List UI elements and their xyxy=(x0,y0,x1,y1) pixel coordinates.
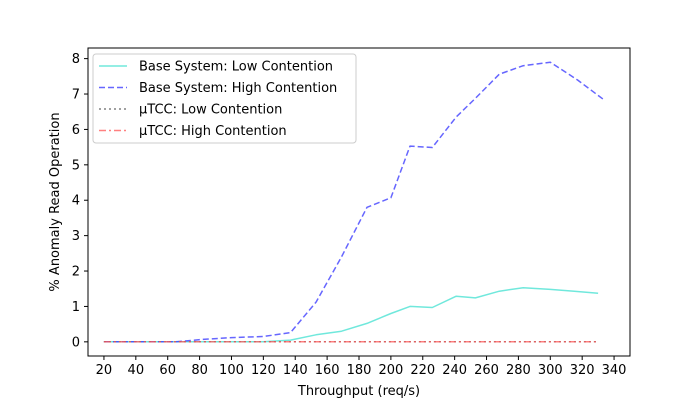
x-tick-label: 40 xyxy=(128,363,145,378)
legend-label-2: Base System: High Contention xyxy=(139,81,337,96)
legend-label-4: µTCC: High Contention xyxy=(139,124,287,139)
legend: Base System: Low Contention Base System: … xyxy=(92,53,357,144)
y-tick-label: 8 xyxy=(72,52,80,67)
x-tick-label: 100 xyxy=(219,363,244,378)
x-tick-label: 320 xyxy=(570,363,595,378)
x-tick-label: 220 xyxy=(410,363,435,378)
x-tick-label: 140 xyxy=(283,363,308,378)
x-tick-label: 340 xyxy=(602,363,627,378)
y-tick-label: 5 xyxy=(72,158,80,173)
x-tick-label: 60 xyxy=(159,363,176,378)
x-tick-label: 300 xyxy=(538,363,563,378)
x-tick-label: 180 xyxy=(347,363,372,378)
y-tick-label: 7 xyxy=(72,88,80,103)
x-tick-label: 200 xyxy=(378,363,403,378)
x-axis-label: Throughput (req/s) xyxy=(297,384,420,399)
x-tick-label: 20 xyxy=(96,363,113,378)
y-tick-label: 1 xyxy=(72,300,80,315)
x-tick-label: 260 xyxy=(474,363,499,378)
y-axis-ticks: 0 1 2 3 4 5 6 7 8 xyxy=(72,52,88,350)
y-tick-label: 0 xyxy=(72,335,80,350)
series-line-2 xyxy=(103,61,604,343)
x-tick-label: 120 xyxy=(251,363,276,378)
y-tick-label: 6 xyxy=(72,123,80,138)
y-tick-label: 2 xyxy=(72,265,80,280)
legend-box xyxy=(92,53,357,144)
x-tick-label: 160 xyxy=(315,363,340,378)
legend-label-1: Base System: Low Contention xyxy=(139,60,333,75)
y-axis-label: % Anomaly Read Operation xyxy=(48,112,63,291)
y-tick-label: 3 xyxy=(72,229,80,244)
series-lines xyxy=(103,61,604,343)
x-tick-label: 240 xyxy=(442,363,467,378)
x-axis-ticks: 20 40 60 80 100 120 140 160 180 200 220 240 260 280 30… xyxy=(96,356,627,378)
x-tick-label: 80 xyxy=(191,363,208,378)
x-tick-label: 280 xyxy=(506,363,531,378)
legend-label-3: µTCC: Low Contention xyxy=(139,103,282,118)
y-tick-label: 4 xyxy=(72,194,80,209)
